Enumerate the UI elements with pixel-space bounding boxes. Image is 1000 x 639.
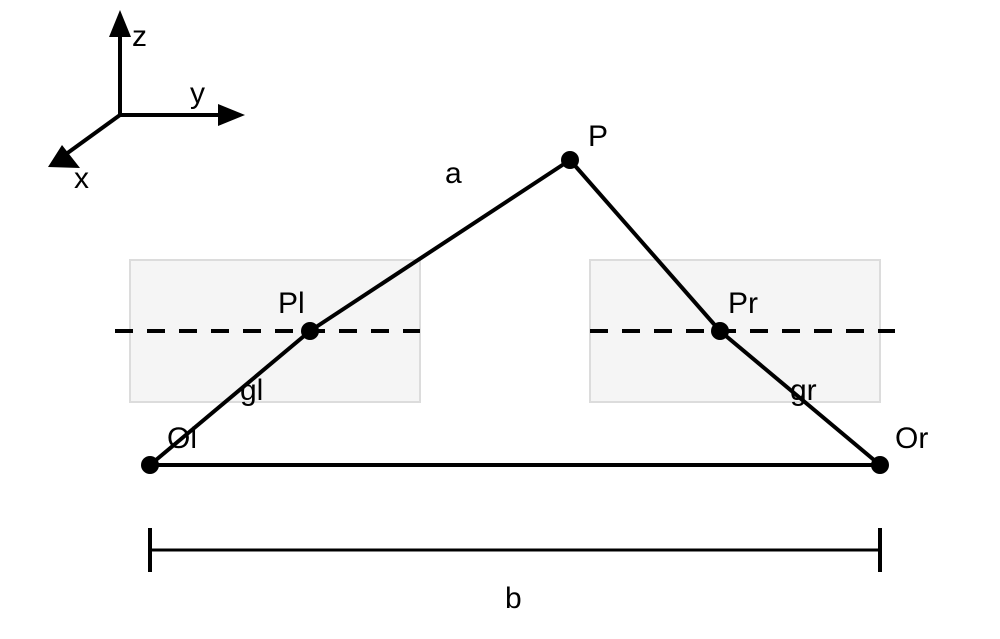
measure-b: b (150, 528, 880, 615)
y-axis-arrowhead (218, 104, 245, 126)
x-axis-label: x (74, 162, 89, 195)
z-axis-arrowhead (109, 10, 131, 37)
edge-pl-p (310, 160, 570, 331)
node-pl (301, 322, 319, 340)
label-a: a (445, 157, 462, 190)
label-p: P (588, 120, 608, 153)
label-b: b (505, 582, 522, 615)
coordinate-axes: y z x (48, 10, 245, 195)
y-axis-label: y (190, 77, 205, 110)
z-axis-label: z (132, 20, 147, 53)
node-or (871, 456, 889, 474)
label-ol: Ol (167, 422, 197, 455)
label-gl: gl (240, 374, 263, 407)
node-p (561, 151, 579, 169)
label-gr: gr (790, 374, 817, 407)
x-axis (62, 115, 120, 157)
node-pr (711, 322, 729, 340)
label-pr: Pr (728, 287, 758, 320)
label-pl: Pl (278, 287, 305, 320)
label-or: Or (895, 422, 928, 455)
node-ol (141, 456, 159, 474)
stereo-geometry-diagram: y z x P a Pl Pr gl gr Ol Or b (0, 0, 1000, 639)
